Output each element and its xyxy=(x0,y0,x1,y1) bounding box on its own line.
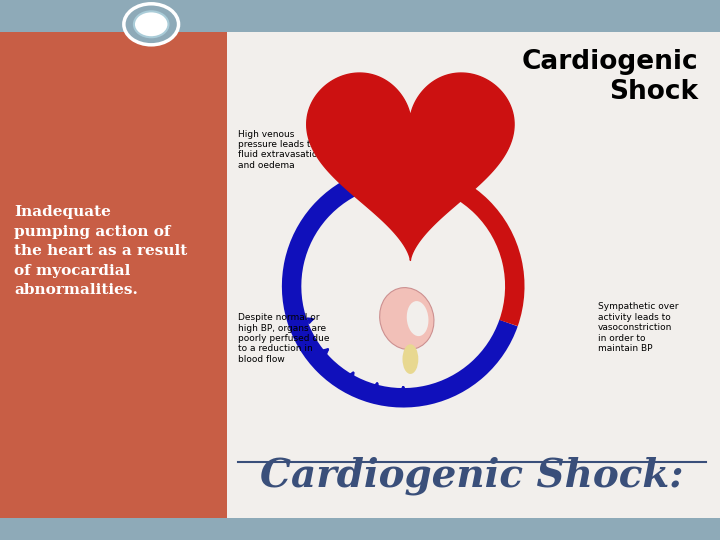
Ellipse shape xyxy=(379,288,434,349)
Text: Cardiogenic
Shock: Cardiogenic Shock xyxy=(522,49,698,105)
Text: High venous
pressure leads to
fluid extravasation
and oedema: High venous pressure leads to fluid extr… xyxy=(238,130,323,170)
Text: Poor myocardial
contractility: Poor myocardial contractility xyxy=(328,104,407,126)
Ellipse shape xyxy=(402,345,418,374)
FancyBboxPatch shape xyxy=(0,518,720,540)
FancyBboxPatch shape xyxy=(0,0,720,32)
Text: Cardiogenic Shock:: Cardiogenic Shock: xyxy=(260,456,683,495)
Circle shape xyxy=(124,4,179,45)
Polygon shape xyxy=(307,73,514,260)
Text: Despite normal or
high BP, organs are
poorly perfused due
to a reduction in
bloo: Despite normal or high BP, organs are po… xyxy=(238,313,329,364)
Circle shape xyxy=(134,11,168,37)
FancyBboxPatch shape xyxy=(227,32,720,518)
FancyBboxPatch shape xyxy=(0,32,227,518)
Text: Inadequate
pumping action of
the heart as a result
of myocardial
abnormalities.: Inadequate pumping action of the heart a… xyxy=(14,205,188,297)
Ellipse shape xyxy=(407,301,428,336)
Text: Sympathetic over
activity leads to
vasoconstriction
in order to
maintain BP: Sympathetic over activity leads to vasoc… xyxy=(598,302,678,353)
